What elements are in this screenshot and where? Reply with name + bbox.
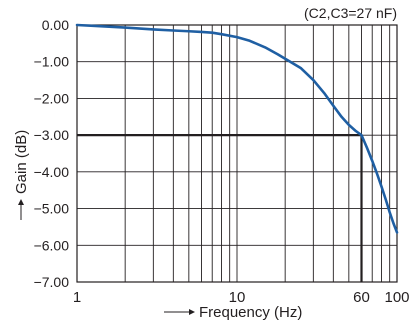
x-tick-label: 100 [384,289,409,306]
y-axis-title: Gain (dB) [13,130,30,220]
y-axis-label: Gain (dB) [13,130,30,194]
y-tick-label: 0.00 [42,17,69,33]
x-tick-labels: 1 10 60 100 [73,289,410,306]
x-tick-label: 10 [229,289,246,306]
plot-frame [76,24,398,283]
y-tick-label: −6.00 [34,237,70,253]
x-tick-label: 1 [73,289,81,306]
y-tick-label: −2.00 [34,90,70,106]
x-tick-label: 60 [353,289,370,306]
y-tick-label: −3.00 [34,127,70,143]
y-axis-arrow-head [18,199,24,205]
grid [77,25,397,282]
gain-curve [75,23,399,234]
y-tick-label: −4.00 [34,164,70,180]
x-axis-title: Frequency (Hz) [164,304,302,321]
y-tick-label: −1.00 [34,54,70,70]
x-axis-arrow-head [189,309,195,315]
annotation-label: (C2,C3=27 nF) [304,5,397,21]
y-tick-label: −5.00 [34,201,70,217]
reference-lines [77,134,363,282]
x-axis-label: Frequency (Hz) [199,304,302,321]
y-tick-labels: 0.00 −1.00 −2.00 −3.00 −4.00 −5.00 −6.00 −7.00 [34,17,70,290]
y-tick-label: −7.00 [34,274,70,290]
